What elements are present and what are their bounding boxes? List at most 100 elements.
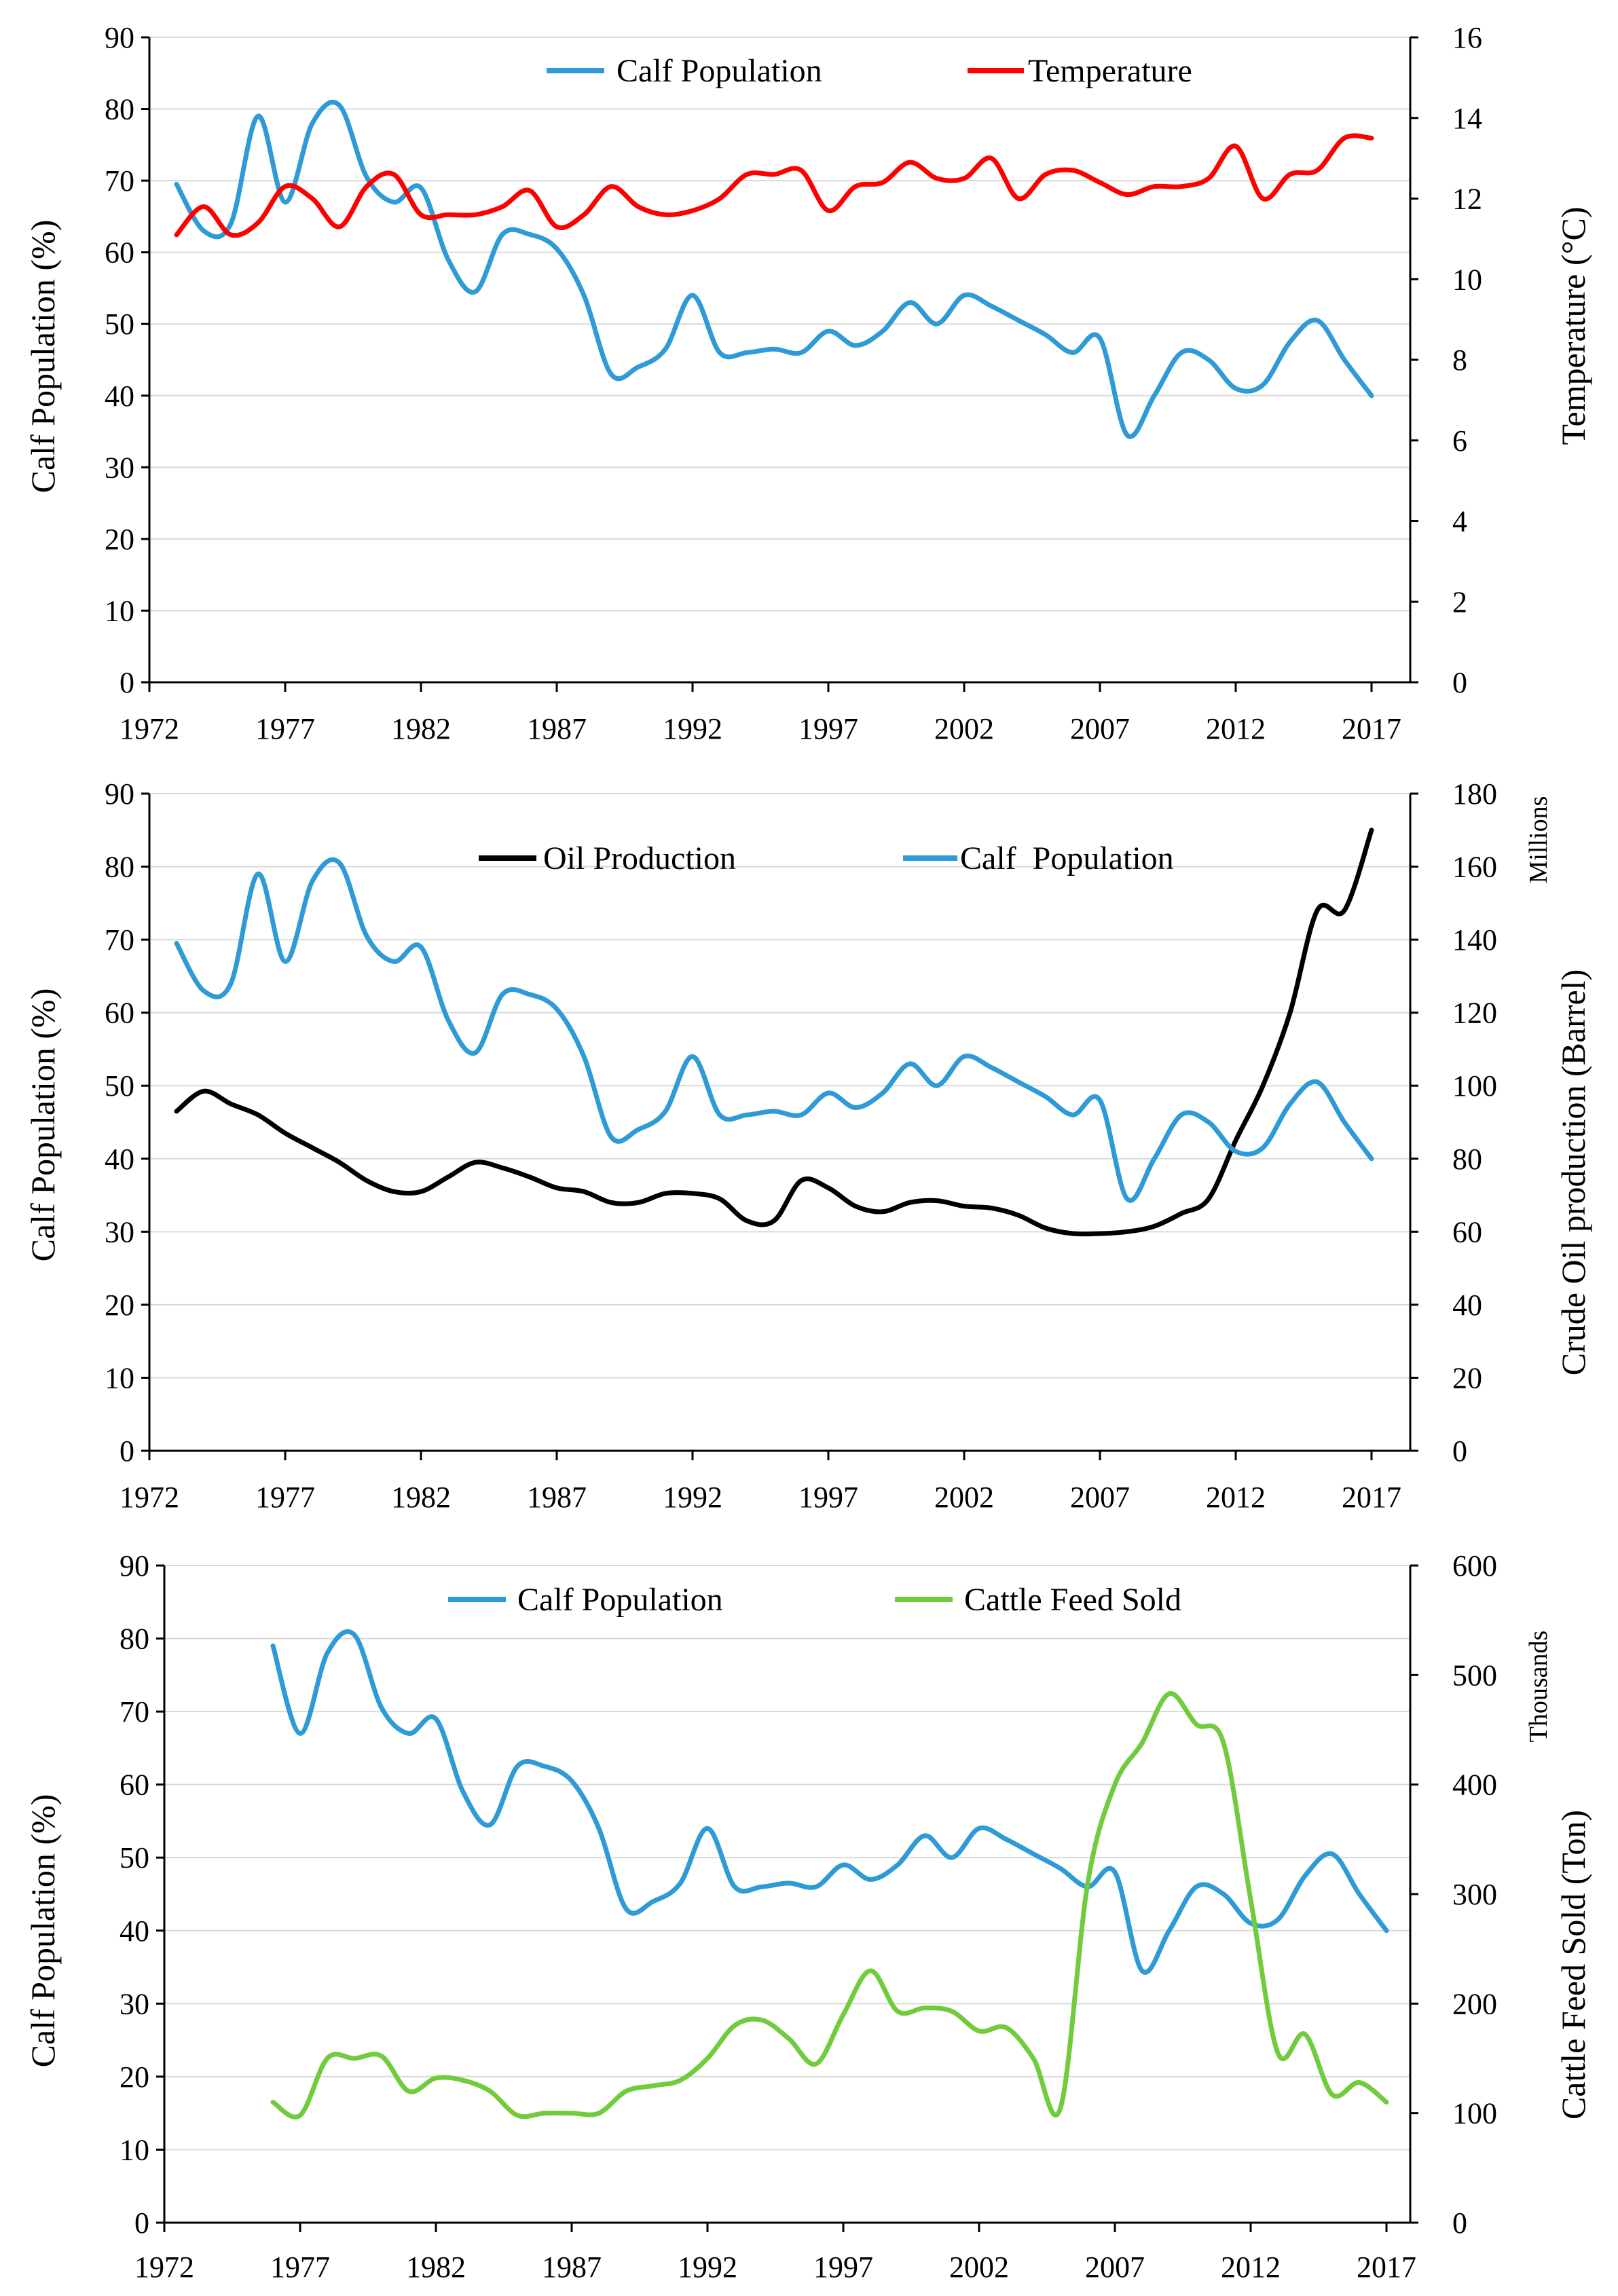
- series-line-cattle-feed-sold: [270, 1691, 1389, 2119]
- x-tick-label: 1992: [663, 1481, 722, 1514]
- x-tick-label: 1977: [255, 712, 315, 745]
- left-tick-label: 80: [105, 851, 134, 884]
- left-y-axis: 0 10 20 30 40 50 60 70 80 90: [119, 1549, 166, 2240]
- right-tick-label: 8: [1452, 344, 1467, 377]
- x-tick-label: 2012: [1206, 1481, 1266, 1514]
- x-tick-label: 1992: [663, 712, 722, 745]
- right-tick-label: 6: [1452, 424, 1467, 458]
- series-line-temperature: [174, 133, 1374, 238]
- right-tick-label: 180: [1452, 777, 1497, 811]
- left-tick-label: 0: [119, 1434, 134, 1468]
- x-tick-label: 1982: [391, 1481, 451, 1514]
- left-tick-label: 80: [119, 1623, 149, 1656]
- right-tick-label: 2: [1452, 585, 1467, 618]
- x-tick-label: 1972: [134, 2251, 194, 2284]
- left-tick-label: 50: [119, 1841, 149, 1874]
- x-tick-label: 2017: [1357, 2251, 1416, 2284]
- right-tick-label: 60: [1452, 1215, 1482, 1248]
- right-tick-label: 12: [1452, 183, 1482, 216]
- left-tick-label: 30: [105, 451, 134, 484]
- right-tick-label: 500: [1452, 1659, 1497, 1692]
- x-tick-label: 2002: [934, 1481, 994, 1514]
- left-tick-label: 10: [105, 1361, 134, 1394]
- left-tick-label: 20: [119, 2060, 149, 2094]
- right-y-axis: 0 100 200 300 400 500 600: [1409, 1549, 1497, 2240]
- x-axis: 1972 1977 1982 1987 1992 1997 2002 2007 2012 2017: [119, 681, 1410, 745]
- right-tick-label: 0: [1452, 1434, 1467, 1468]
- x-tick-label: 2007: [1085, 2251, 1145, 2284]
- legend: Oil Production Calf Population: [479, 840, 1174, 876]
- left-tick-label: 20: [105, 1289, 134, 1322]
- right-tick-label: 600: [1452, 1549, 1497, 1582]
- x-tick-label: 1982: [406, 2251, 466, 2284]
- legend-label-temperature: Temperature: [1028, 53, 1192, 89]
- grid-lines: [149, 793, 1410, 1379]
- right-tick-label: 400: [1452, 1769, 1497, 1802]
- x-tick-label: 2017: [1342, 1481, 1401, 1514]
- right-tick-label: 10: [1452, 263, 1482, 296]
- right-tick-label: 160: [1452, 851, 1497, 884]
- left-tick-label: 30: [105, 1215, 134, 1248]
- right-tick-label: 4: [1452, 505, 1467, 538]
- series-line-calf-population: [174, 100, 1374, 439]
- left-tick-label: 10: [119, 2133, 149, 2166]
- legend: Calf Population Cattle Feed Sold: [448, 1582, 1181, 1618]
- legend-label-calf-population: Calf Population: [960, 840, 1174, 876]
- right-tick-label: 0: [1452, 666, 1467, 699]
- left-tick-label: 40: [105, 379, 134, 413]
- left-tick-label: 50: [105, 1069, 134, 1103]
- right-tick-label: 100: [1452, 2097, 1497, 2130]
- left-tick-label: 90: [105, 777, 134, 811]
- series-line-calf-population: [270, 1629, 1389, 1975]
- x-tick-label: 1987: [527, 1481, 587, 1514]
- series-lines: [174, 100, 1374, 439]
- x-tick-label: 1972: [119, 1481, 179, 1514]
- left-axis-title: Calf Population (%): [24, 1794, 62, 2068]
- x-tick-label: 2007: [1070, 712, 1130, 745]
- x-tick-label: 1992: [678, 2251, 737, 2284]
- x-tick-label: 2002: [934, 712, 994, 745]
- right-tick-label: 300: [1452, 1878, 1497, 1911]
- right-y-axis: 0 2 4 6 8 10 12 14 16: [1409, 21, 1482, 699]
- right-tick-label: 80: [1452, 1143, 1482, 1176]
- right-axis-title: Temperature (°C): [1554, 206, 1592, 445]
- x-tick-label: 1997: [798, 712, 858, 745]
- legend: Calf Population Temperature: [547, 53, 1192, 89]
- left-tick-label: 50: [105, 308, 134, 341]
- left-tick-label: 20: [105, 523, 134, 556]
- legend-label-oil-production: Oil Production: [543, 840, 736, 876]
- right-tick-label: 14: [1452, 102, 1482, 135]
- right-tick-label: 40: [1452, 1289, 1482, 1322]
- right-tick-label: 0: [1452, 2206, 1467, 2240]
- left-tick-label: 30: [119, 1987, 149, 2020]
- left-tick-label: 90: [119, 1549, 149, 1582]
- left-tick-label: 70: [119, 1695, 149, 1728]
- right-y-axis: 0 20 40 60 80 100 120 140 160 180: [1409, 777, 1497, 1468]
- left-y-axis: 0 10 20 30 40 50 60 70 80 90: [105, 777, 151, 1468]
- legend-label-calf-population: Calf Population: [617, 53, 822, 89]
- right-tick-label: 120: [1452, 997, 1497, 1030]
- legend-label-cattle-feed-sold: Cattle Feed Sold: [964, 1582, 1181, 1618]
- x-tick-label: 2012: [1221, 2251, 1281, 2284]
- right-axis-title: Cattle Feed Sold (Ton): [1554, 1810, 1592, 2119]
- legend-label-calf-population: Calf Population: [517, 1582, 723, 1618]
- left-tick-label: 10: [105, 594, 134, 627]
- right-axis-units: Thousands: [1524, 1631, 1553, 1743]
- left-tick-label: 60: [119, 1769, 149, 1802]
- right-tick-label: 20: [1452, 1361, 1482, 1394]
- left-tick-label: 80: [105, 93, 134, 126]
- chart-panel-oil-production: 0 10 20 30 40 50 60 70 80 90 0 20 40 60 80 100 120 140 16…: [24, 777, 1592, 1514]
- x-tick-label: 1982: [391, 712, 451, 745]
- right-axis-units: Millions: [1524, 796, 1553, 884]
- series-lines: [270, 1629, 1389, 2119]
- x-tick-label: 1977: [270, 2251, 330, 2284]
- series-line-oil-production: [174, 828, 1374, 1237]
- left-tick-label: 0: [134, 2206, 149, 2240]
- left-tick-label: 70: [105, 923, 134, 957]
- right-tick-label: 16: [1452, 21, 1482, 54]
- right-axis-title: Crude Oil production (Barrel): [1554, 969, 1592, 1375]
- right-tick-label: 200: [1452, 1987, 1497, 2020]
- x-tick-label: 2017: [1342, 712, 1401, 745]
- series-lines: [174, 828, 1374, 1237]
